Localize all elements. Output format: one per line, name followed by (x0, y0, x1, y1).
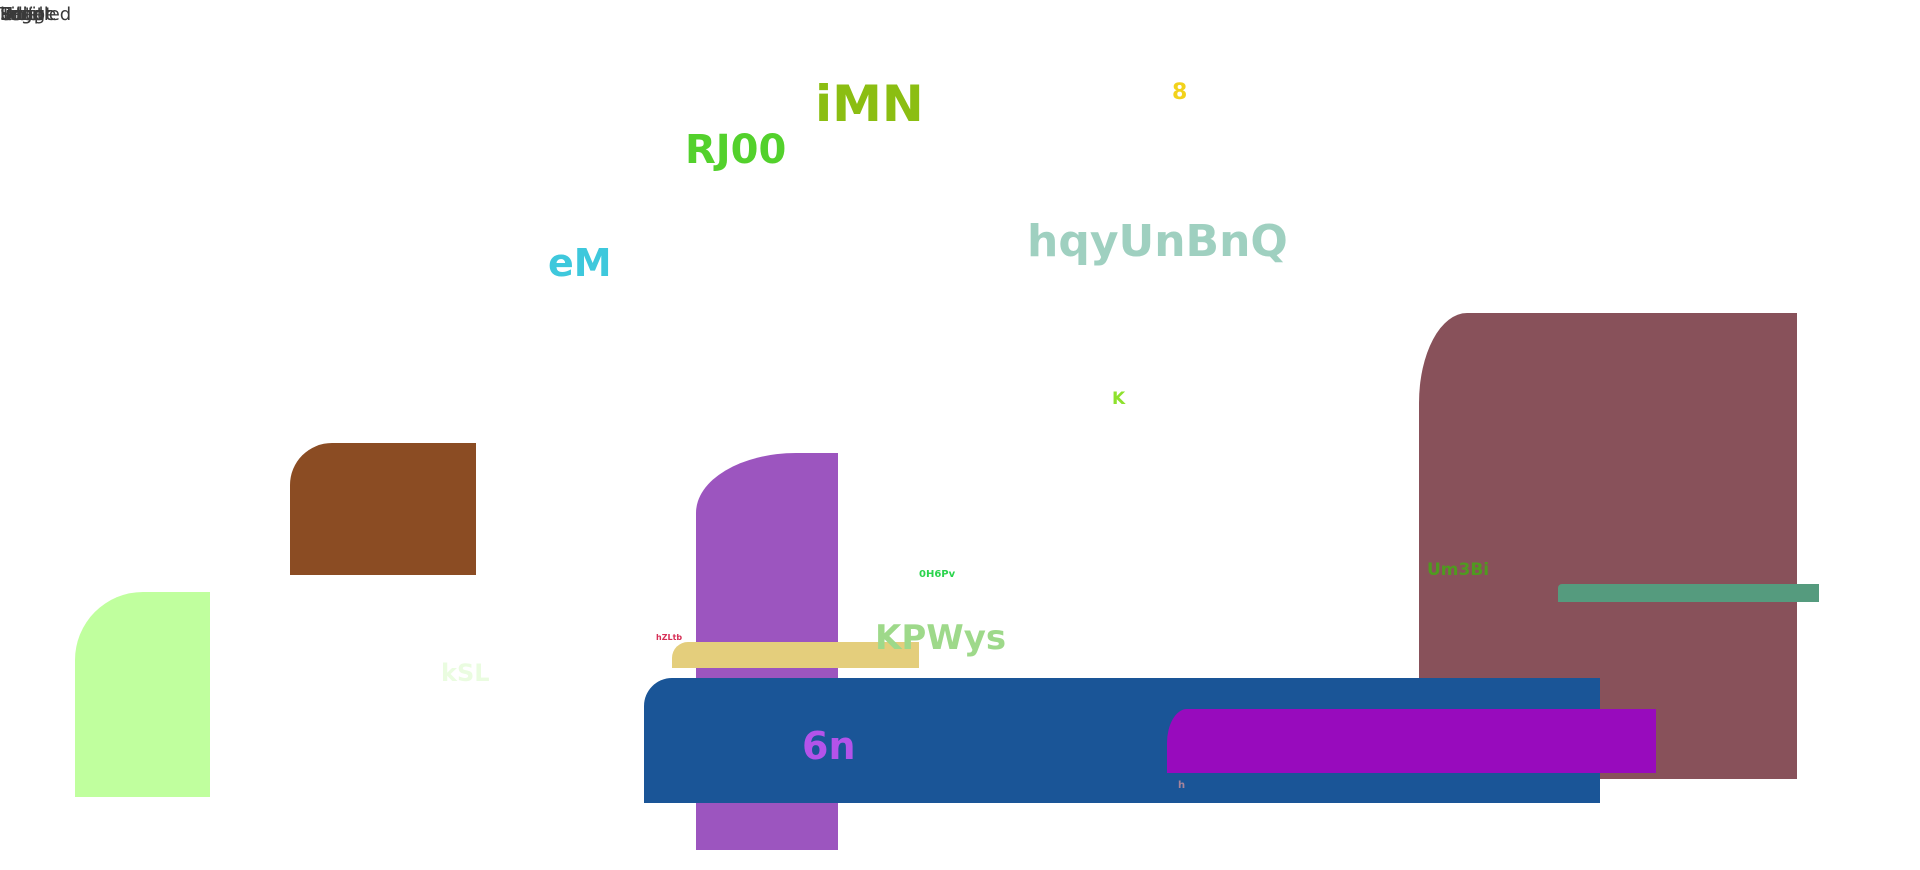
top-left-label-3: Script (0, 4, 53, 25)
lime-block (75, 592, 210, 797)
brown-block (290, 443, 476, 575)
text-k: K (1112, 389, 1126, 409)
top-left-label-8: Edit (0, 4, 35, 25)
text-kpwys: KPWys (875, 618, 1007, 658)
text-imn: iMN (815, 75, 924, 133)
text-ksl: kSL (441, 659, 490, 687)
sand-bar (672, 642, 919, 668)
top-left-label-2: Image (0, 4, 57, 25)
text-um3bi: Um3Bi (1427, 560, 1490, 580)
text-6n: 6n (802, 724, 856, 768)
text-eight: 8 (1172, 80, 1188, 105)
teal-strip (1558, 584, 1819, 602)
top-left-label-5: Title (0, 4, 39, 25)
violet-bar (1167, 709, 1656, 773)
text-hqy: hqyUnBnQ (1027, 216, 1288, 267)
top-left-label-4: Page (0, 4, 44, 25)
text-h: h (1178, 780, 1186, 791)
text-em: eM (548, 241, 612, 285)
text-hzltb: hZLtb (656, 633, 683, 642)
top-left-label-7: label (0, 4, 44, 25)
top-left-label-6: Logo (0, 4, 44, 25)
text-0h6pv: 0H6Pv (919, 569, 956, 580)
top-left-label-1: Untitled (0, 4, 72, 25)
text-rj00: RJ00 (685, 127, 787, 173)
